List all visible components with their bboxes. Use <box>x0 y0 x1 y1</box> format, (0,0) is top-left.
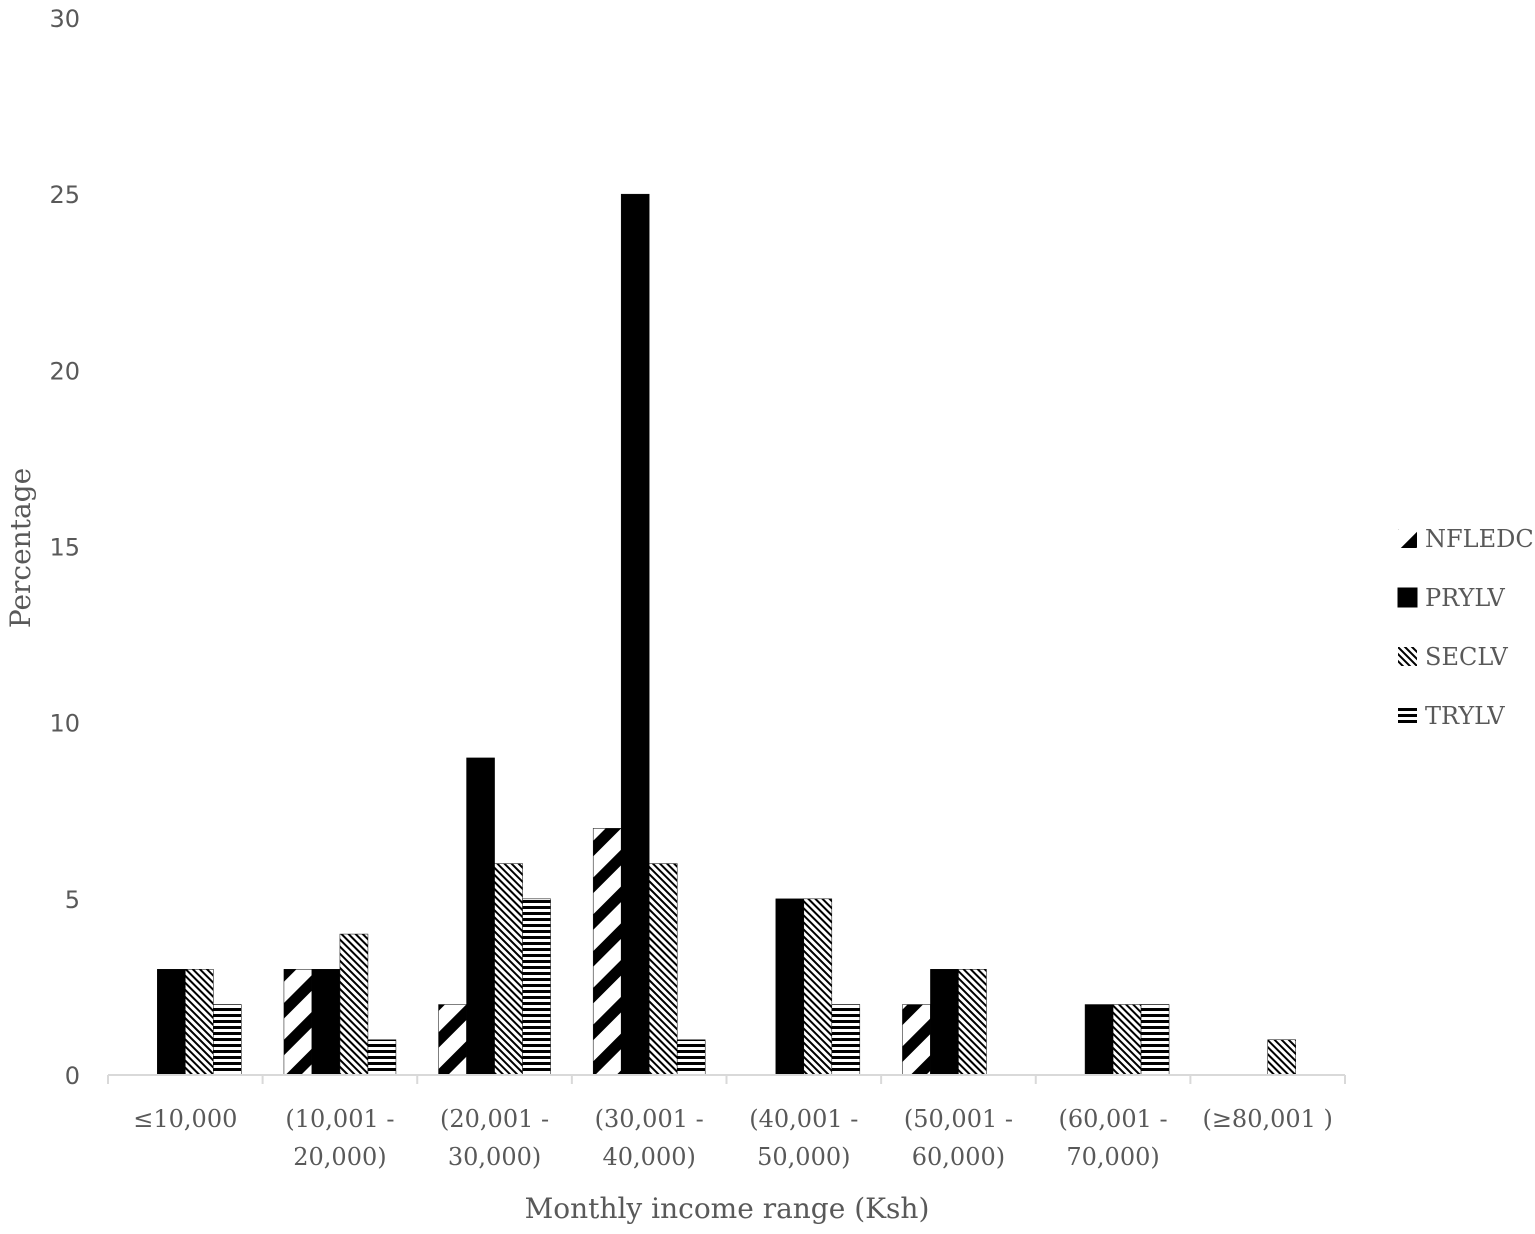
y-tick-label: 10 <box>49 710 80 738</box>
x-category-label: (50,001 -60,000) <box>904 1105 1013 1171</box>
bar-trylv <box>831 1004 861 1076</box>
bar-prylv <box>466 757 495 1076</box>
y-tick-label: 0 <box>65 1062 80 1090</box>
legend-swatch-seclv <box>1398 647 1417 666</box>
bar-seclv <box>1112 1004 1142 1076</box>
bar-seclv <box>648 863 678 1076</box>
bar-seclv <box>958 969 987 1076</box>
x-axis-title: Monthly income range (Ksh) <box>525 1192 930 1225</box>
bar-nfledc <box>902 1004 931 1076</box>
bar-nfledc <box>438 1004 467 1076</box>
bar-trylv <box>676 1039 706 1076</box>
bar-seclv <box>803 898 833 1076</box>
legend: NFLEDC PRYLV SECLV TRYLV <box>1397 525 1534 730</box>
bar-trylv <box>367 1039 397 1076</box>
legend-label-nfledc: NFLEDC <box>1425 525 1534 553</box>
bar-prylv <box>311 969 341 1076</box>
x-category-label: ≤10,000 <box>133 1105 237 1133</box>
bar-nfledc <box>592 828 622 1076</box>
y-tick-label: 30 <box>49 5 80 33</box>
bar-prylv <box>930 969 959 1076</box>
bar-trylv <box>213 1004 242 1076</box>
x-category-label: (10,001 -20,000) <box>285 1105 394 1171</box>
x-category-label: (20,001 -30,000) <box>440 1105 549 1171</box>
legend-swatch-prylv <box>1397 587 1418 608</box>
legend-label-trylv: TRYLV <box>1425 702 1505 730</box>
legend-label-seclv: SECLV <box>1425 643 1508 671</box>
legend-label-prylv: PRYLV <box>1425 584 1505 612</box>
y-tick-label: 25 <box>49 181 80 209</box>
x-axis-labels: ≤10,000 (10,001 -20,000) (20,001 -30,000) (… <box>133 1105 1333 1171</box>
y-axis-title: Percentage <box>4 468 37 628</box>
bar-trylv <box>522 898 551 1076</box>
bar-prylv <box>1084 1004 1114 1076</box>
bars <box>157 193 1296 1076</box>
bar-prylv <box>775 898 805 1076</box>
bar-prylv <box>157 969 186 1076</box>
x-category-label: (40,001 -50,000) <box>749 1105 858 1171</box>
y-tick-label: 5 <box>65 886 80 914</box>
bar-nfledc <box>283 969 313 1076</box>
x-category-label: (30,001 -40,000) <box>595 1105 704 1171</box>
x-category-label: (60,001 -70,000) <box>1059 1105 1168 1171</box>
legend-swatch-trylv <box>1398 706 1417 725</box>
bar-seclv <box>185 969 214 1076</box>
y-tick-label: 15 <box>49 534 80 562</box>
bar-seclv <box>1267 1039 1296 1076</box>
x-axis <box>107 1074 1346 1084</box>
bar-prylv <box>620 193 650 1076</box>
bar-trylv <box>1140 1004 1170 1076</box>
y-tick-label: 20 <box>49 357 80 385</box>
x-category-label: (≥80,001 ) <box>1202 1105 1332 1133</box>
legend-swatch-nfledc <box>1398 529 1417 548</box>
bar-seclv <box>494 863 523 1076</box>
y-axis-ticks: 0 5 10 15 20 25 30 <box>49 5 80 1090</box>
bar-seclv <box>339 933 369 1076</box>
